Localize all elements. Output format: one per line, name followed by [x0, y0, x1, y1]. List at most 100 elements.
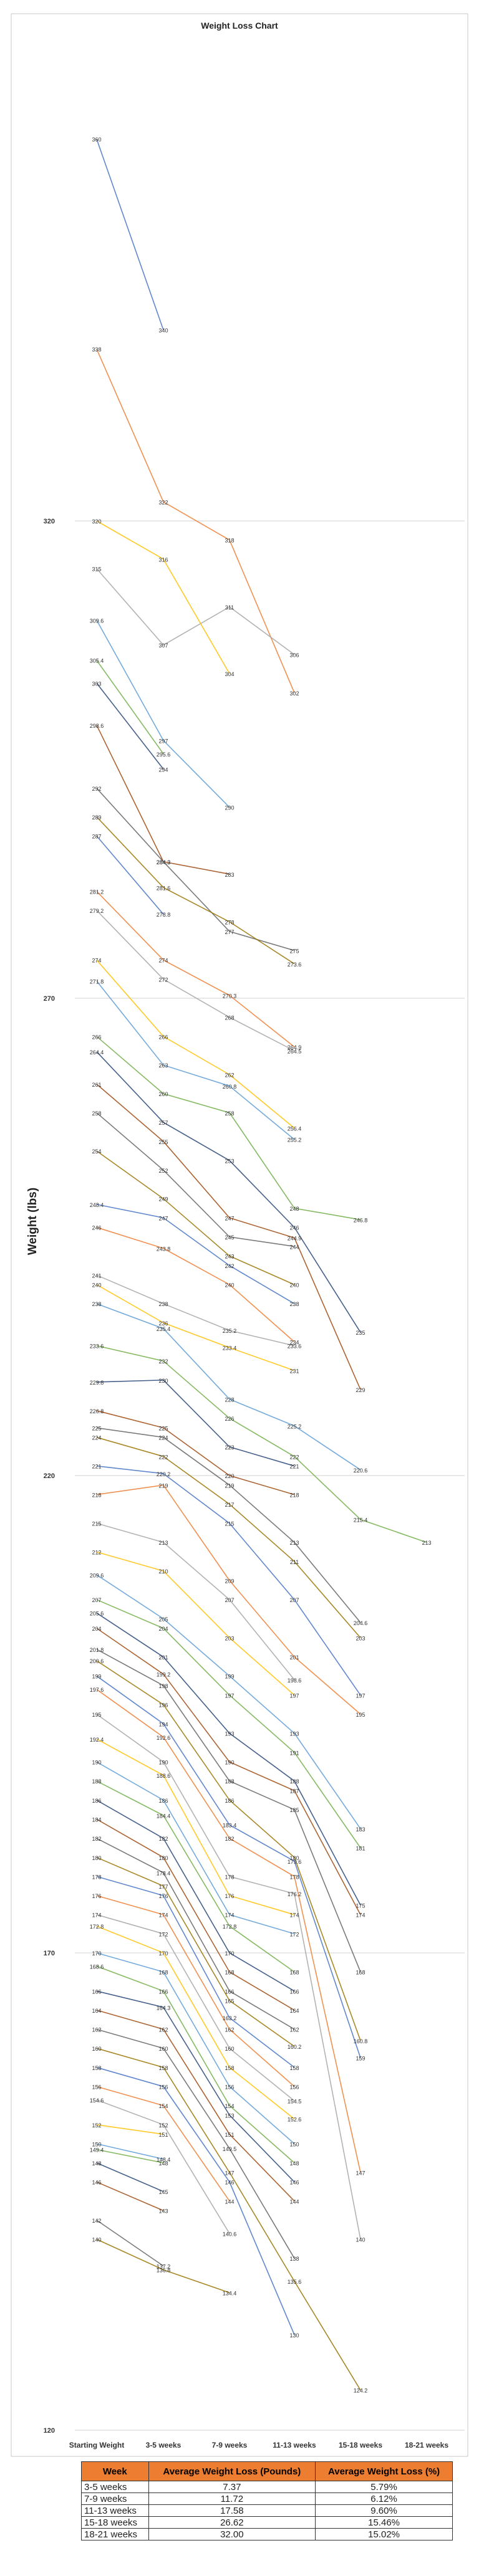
data-label: 204 — [158, 1626, 168, 1632]
data-label: 154 — [158, 2103, 168, 2109]
data-label: 149.5 — [223, 2146, 237, 2152]
data-label: 309.6 — [90, 618, 104, 624]
series-line — [96, 1689, 361, 2173]
data-label: 217 — [225, 1502, 234, 1508]
data-label: 260 — [158, 1091, 168, 1097]
data-label: 281.2 — [90, 889, 104, 895]
data-label: 222 — [158, 1454, 168, 1460]
series-line — [96, 1649, 361, 1972]
series-line — [96, 910, 295, 1052]
data-label: 233.4 — [223, 1345, 237, 1352]
data-label: 172 — [289, 1931, 299, 1937]
data-label: 256.4 — [288, 1125, 302, 1132]
y-tick-label: 170 — [44, 1950, 55, 1957]
data-label: 148 — [289, 2160, 299, 2167]
data-label: 158 — [225, 2065, 234, 2071]
data-label: 205.6 — [90, 1611, 104, 1617]
data-label: 264.4 — [90, 1049, 104, 1056]
series-line — [96, 1379, 295, 1467]
data-label: 158 — [289, 2065, 299, 2071]
data-label: 236 — [158, 1320, 168, 1327]
data-label: 187 — [289, 1788, 299, 1795]
data-label: 295.6 — [157, 751, 171, 758]
data-label: 229.8 — [90, 1380, 104, 1386]
data-label: 174 — [225, 1912, 234, 1919]
data-label: 176 — [225, 1893, 234, 1899]
data-label: 203 — [356, 1635, 365, 1641]
data-label: 240 — [289, 1282, 299, 1289]
data-label: 204 — [92, 1626, 101, 1632]
table-row: 7-9 weeks 11.72 6.12% — [81, 2493, 453, 2505]
data-label: 180 — [158, 1855, 168, 1861]
series-group — [96, 138, 427, 2391]
data-label: 147 — [356, 2170, 365, 2176]
y-tick-label: 220 — [44, 1472, 55, 1480]
series-line — [96, 1714, 361, 2240]
data-label: 184 — [92, 1817, 101, 1823]
data-label: 262 — [225, 1072, 234, 1079]
data-label: 192.4 — [90, 1737, 104, 1743]
series-line — [96, 2067, 295, 2335]
data-label: 233.6 — [90, 1343, 104, 1350]
data-label: 176.2 — [288, 1891, 302, 1897]
data-label: 244 — [289, 1244, 299, 1250]
data-label: 278.8 — [157, 912, 171, 918]
data-label: 249 — [158, 1196, 168, 1203]
data-label: 140 — [356, 2237, 365, 2243]
data-label: 223 — [225, 1444, 234, 1451]
data-label: 255.2 — [288, 1137, 302, 1143]
data-label: 215.4 — [354, 1517, 368, 1523]
series-line — [96, 890, 295, 1047]
data-label: 186 — [158, 1798, 168, 1804]
series-line — [96, 1284, 295, 1371]
data-label: 152 — [158, 2122, 168, 2129]
axis-labels: 120 170 220 270 320 Starting Weight 3-5 weeks 7… — [44, 518, 449, 2450]
data-label: 152.6 — [288, 2117, 302, 2123]
data-label: 148 — [158, 2160, 168, 2167]
data-label: 178 — [225, 1874, 234, 1880]
data-label: 185 — [289, 1807, 299, 1813]
data-label: 213 — [158, 1540, 168, 1546]
data-label: 140.6 — [223, 2231, 237, 2237]
data-label: 145 — [158, 2189, 168, 2195]
data-label: 160 — [92, 2046, 101, 2052]
data-label: 222 — [289, 1454, 299, 1460]
series-line — [96, 2048, 361, 2391]
data-label: 274 — [92, 958, 101, 964]
data-label: 275 — [289, 948, 299, 954]
data-label: 245 — [225, 1234, 234, 1241]
series-line — [96, 2086, 230, 2202]
data-label: 188 — [289, 1778, 299, 1785]
chart-title: Weight Loss Chart — [201, 21, 278, 31]
table-cell-percent: 15.02% — [315, 2528, 453, 2540]
data-label: 146 — [289, 2180, 299, 2186]
data-label: 179.6 — [288, 1859, 302, 1865]
series-line — [96, 1303, 361, 1471]
table-row: 3-5 weeks 7.37 5.79% — [81, 2481, 453, 2493]
data-label: 218 — [92, 1492, 101, 1499]
data-label: 204.6 — [354, 1620, 368, 1626]
data-label: 134.4 — [223, 2290, 237, 2296]
series-line — [96, 1427, 361, 1623]
data-label: 257 — [158, 1120, 168, 1126]
series-line — [96, 1857, 295, 2047]
data-label: 162 — [289, 2027, 299, 2033]
data-label: 277 — [225, 929, 234, 935]
series-line — [96, 1990, 295, 2183]
data-label: 183 — [356, 1826, 365, 1833]
data-label: 272 — [158, 976, 168, 983]
data-label: 166 — [225, 1988, 234, 1995]
data-label: 198.6 — [288, 1677, 302, 1684]
series-line — [96, 138, 164, 330]
data-label: 224 — [158, 1435, 168, 1441]
data-label: 181 — [356, 1845, 365, 1851]
series-line — [96, 816, 295, 965]
data-label: 201 — [158, 1654, 168, 1661]
series-line — [96, 2149, 164, 2163]
data-label: 195 — [356, 1712, 365, 1718]
data-label: 213 — [422, 1540, 431, 1546]
series-line — [96, 2124, 164, 2135]
data-label: 148.4 — [157, 2157, 171, 2163]
data-label: 298.6 — [90, 723, 104, 729]
table-cell-percent: 6.12% — [315, 2493, 453, 2505]
